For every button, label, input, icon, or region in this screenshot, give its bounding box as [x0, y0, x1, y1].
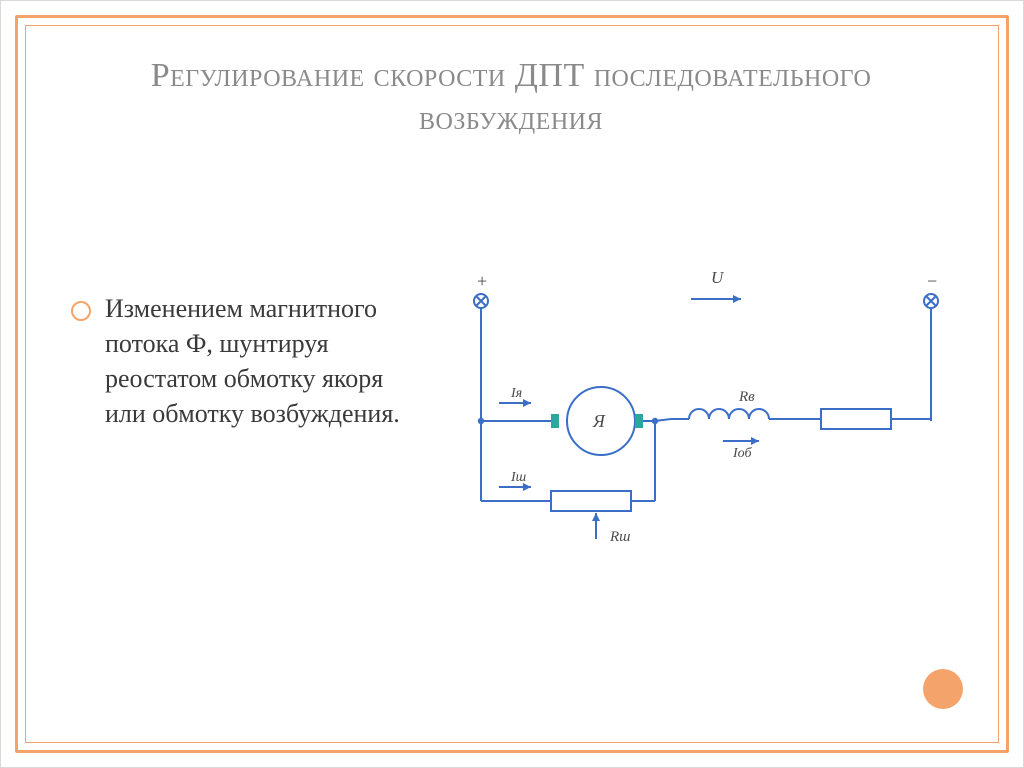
svg-text:−: − [927, 271, 937, 291]
slide-title: Регулирование скорости ДПТ последователь… [71, 55, 951, 140]
svg-text:Rш: Rш [609, 529, 631, 545]
circuit-diagram: + − U Iя Я Rв Iоб Rш Iш [441, 251, 961, 591]
svg-text:Iоб: Iоб [732, 446, 752, 461]
bullet-icon [71, 301, 91, 321]
corner-accent-icon [923, 669, 963, 709]
svg-text:+: + [477, 271, 487, 291]
svg-text:U: U [711, 268, 725, 287]
slide: Регулирование скорости ДПТ последователь… [0, 0, 1024, 768]
svg-text:Rв: Rв [738, 389, 755, 405]
bullet-text: Изменением магнитного потока Ф, шунтируя… [105, 291, 421, 431]
svg-text:Iш: Iш [510, 470, 527, 485]
list-item: Изменением магнитного потока Ф, шунтируя… [71, 291, 421, 431]
svg-text:Я: Я [592, 411, 606, 431]
bullet-block: Изменением магнитного потока Ф, шунтируя… [71, 291, 421, 431]
svg-text:Iя: Iя [510, 386, 522, 401]
